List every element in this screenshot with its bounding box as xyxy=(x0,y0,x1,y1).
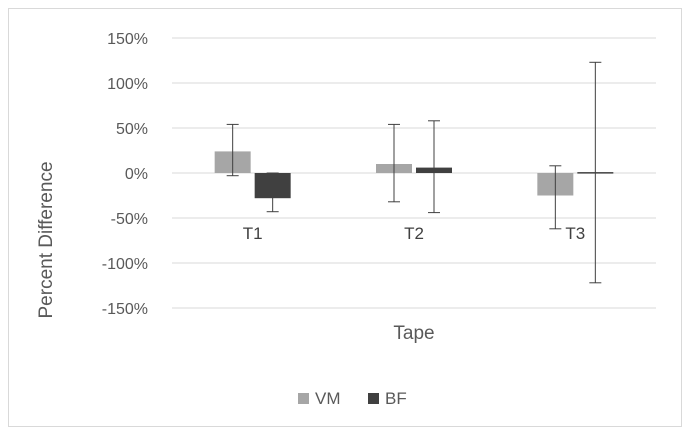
x-axis-title: Tape xyxy=(393,323,434,344)
category-label: T1 xyxy=(243,224,263,243)
y-tick-label: -50% xyxy=(111,211,148,228)
y-tick-label: 100% xyxy=(107,76,148,93)
error-bar-vm-t2 xyxy=(388,123,400,203)
y-tick-label: -100% xyxy=(102,256,148,273)
legend-swatch xyxy=(368,393,379,404)
legend-item-bf: BF xyxy=(368,389,407,408)
legend-label: BF xyxy=(385,389,407,408)
legend: VM BF xyxy=(298,389,407,408)
gridlines xyxy=(172,37,656,309)
y-tick-label: 50% xyxy=(116,121,148,138)
y-axis-title: Percent Difference xyxy=(36,161,57,318)
category-label: T3 xyxy=(565,224,585,243)
y-tick-label: 150% xyxy=(107,31,148,48)
error-bar-bf-t3 xyxy=(589,61,602,284)
y-tick-label: 0% xyxy=(125,166,148,183)
bars xyxy=(214,151,614,199)
error-bar-vm-t3 xyxy=(549,165,562,230)
y-axis-ticks: 150% 100% 50% 0% -50% -100% -150% xyxy=(102,31,148,318)
error-bar-bf-t2 xyxy=(428,120,440,214)
category-label: T2 xyxy=(404,224,424,243)
legend-item-vm: VM xyxy=(298,389,341,408)
y-tick-label: -150% xyxy=(102,301,148,318)
legend-swatch xyxy=(298,393,309,404)
legend-label: VM xyxy=(315,389,341,408)
error-bars xyxy=(226,61,602,284)
error-bar-vm-t1 xyxy=(226,123,239,177)
category-labels: T1 T2 T3 xyxy=(243,224,586,243)
error-bar-bf-t1 xyxy=(266,172,279,213)
